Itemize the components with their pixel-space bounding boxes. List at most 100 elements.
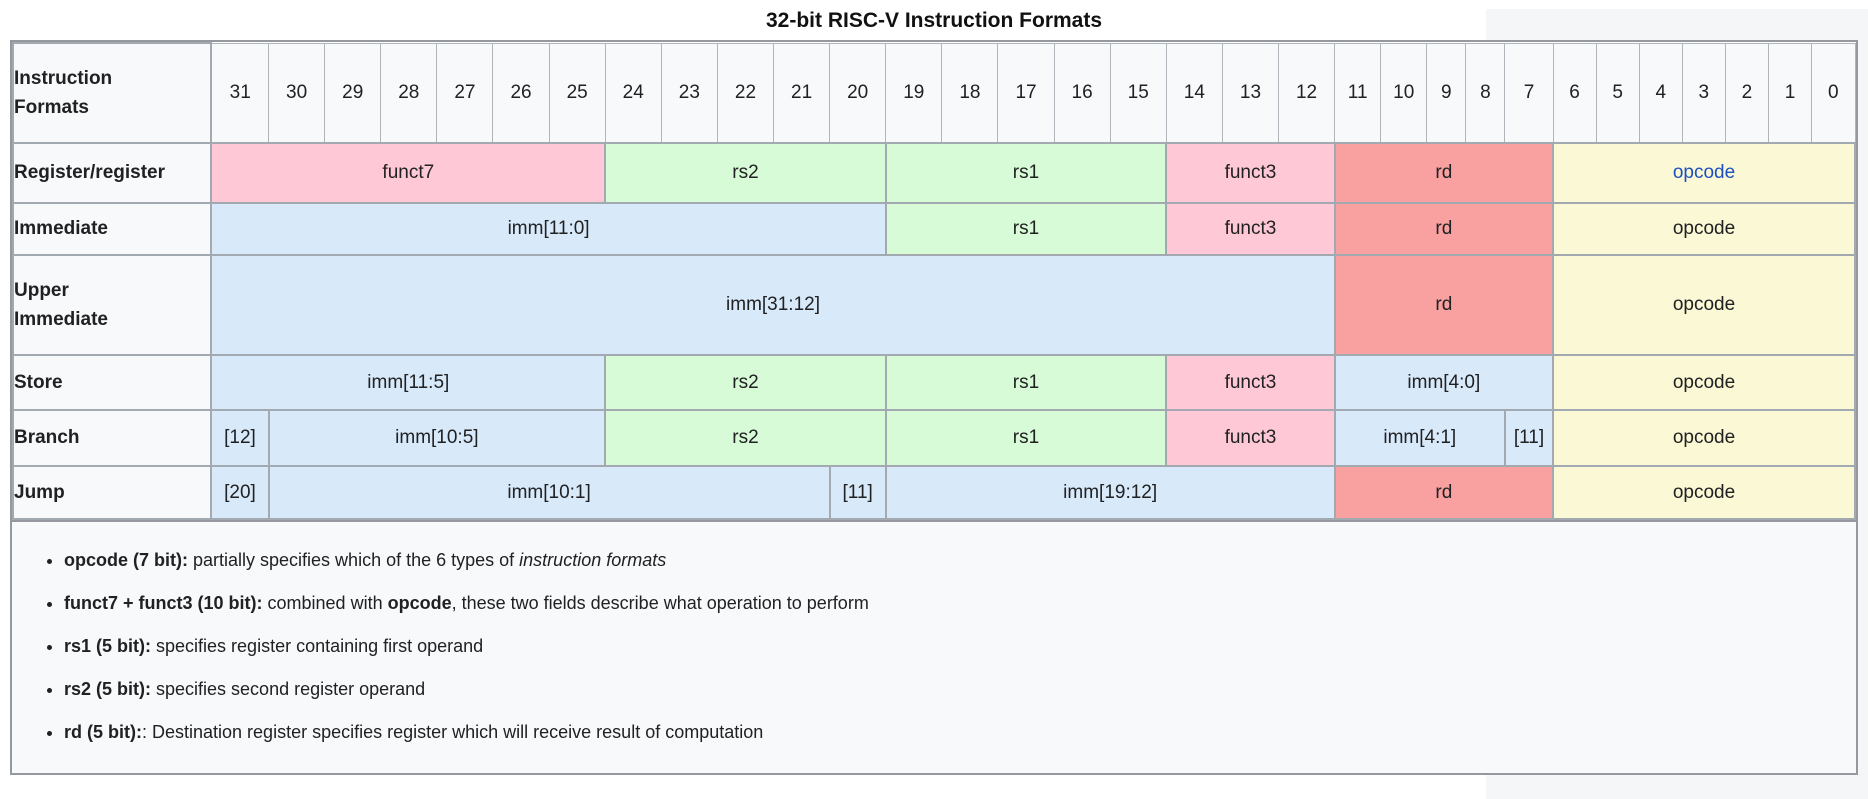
- bit-7: 7: [1504, 42, 1554, 144]
- cell-rr-funct7: funct7: [210, 142, 607, 204]
- row-immediate: Immediate imm[11:0] rs1 funct3 rd opcode: [11, 202, 1856, 256]
- cell-b-rs2: rs2: [604, 409, 887, 467]
- cell-j-imm10-1: imm[10:1]: [267, 465, 831, 520]
- bit-8: 8: [1465, 42, 1506, 144]
- row-register-register: Register/register funct7 rs2 rs1 funct3 …: [11, 142, 1856, 204]
- row-label-upper-immediate: Upper Immediate: [11, 254, 213, 356]
- bit-16: 16: [1053, 42, 1111, 144]
- note-part: opcode (7 bit):: [64, 550, 188, 570]
- note-part: rd (5 bit):: [64, 722, 142, 742]
- bit-4: 4: [1638, 42, 1683, 144]
- bit-22: 22: [716, 42, 775, 144]
- note-part: opcode: [387, 593, 452, 613]
- bit-5: 5: [1595, 42, 1640, 144]
- note-part: partially specifies which of the 6 types…: [188, 550, 520, 570]
- row-label-immediate: Immediate: [11, 202, 213, 256]
- bit-3: 3: [1681, 42, 1726, 144]
- cell-s-imm4-0: imm[4:0]: [1333, 354, 1555, 411]
- corner-header: Instruction Formats: [11, 42, 213, 144]
- page-title: 32-bit RISC-V Instruction Formats: [765, 9, 1103, 32]
- row-store: Store imm[11:5] rs2 rs1 funct3 imm[4:0] …: [11, 354, 1856, 411]
- cell-b-opcode: opcode: [1552, 409, 1856, 467]
- row-branch: Branch [12] imm[10:5] rs2 rs1 funct3 imm…: [11, 409, 1856, 467]
- cell-i-opcode: opcode: [1552, 202, 1856, 256]
- cell-b-rs1: rs1: [884, 409, 1168, 467]
- cell-i-funct3: funct3: [1165, 202, 1336, 256]
- cell-s-rs2: rs2: [604, 354, 887, 411]
- instruction-format-table: Instruction Formats 31 30 29 28 27 26 25…: [11, 42, 1856, 520]
- cell-rr-opcode: opcode: [1552, 142, 1856, 204]
- bit-29: 29: [324, 42, 382, 144]
- cell-i-imm11-0: imm[11:0]: [210, 202, 887, 256]
- cell-j-opcode: opcode: [1552, 465, 1856, 520]
- note-part: , these two fields describe what operati…: [451, 593, 869, 613]
- row-jump: Jump [20] imm[10:1] [11] imm[19:12] rd o…: [11, 465, 1856, 520]
- cell-rr-rs1: rs1: [884, 142, 1168, 204]
- note-opcode: opcode (7 bit): partially specifies whic…: [64, 548, 1816, 573]
- note-part: funct7 + funct3 (10 bit):: [64, 593, 263, 613]
- bit-18: 18: [941, 42, 999, 144]
- cell-rr-rd: rd: [1333, 142, 1555, 204]
- bit-27: 27: [436, 42, 494, 144]
- cell-u-imm31-12: imm[31:12]: [210, 254, 1336, 356]
- bit-10: 10: [1380, 42, 1428, 144]
- bit-15: 15: [1109, 42, 1167, 144]
- field-notes: opcode (7 bit): partially specifies whic…: [12, 520, 1856, 773]
- cell-j-imm20: [20]: [210, 465, 270, 520]
- cell-s-imm11-5: imm[11:5]: [210, 354, 607, 411]
- bit-23: 23: [660, 42, 718, 144]
- note-part: specifies second register operand: [151, 679, 426, 699]
- bit-9: 9: [1426, 42, 1467, 144]
- cell-b-imm4-1: imm[4:1]: [1333, 409, 1506, 467]
- bit-1: 1: [1767, 42, 1813, 144]
- bit-6: 6: [1552, 42, 1597, 144]
- bit-24: 24: [604, 42, 662, 144]
- cell-j-rd: rd: [1333, 465, 1555, 520]
- instruction-format-panel: Instruction Formats 31 30 29 28 27 26 25…: [10, 40, 1858, 775]
- cell-b-funct3: funct3: [1165, 409, 1336, 467]
- cell-s-opcode: opcode: [1552, 354, 1856, 411]
- note-part: rs1 (5 bit):: [64, 636, 152, 656]
- row-label-branch: Branch: [11, 409, 213, 467]
- row-label-jump: Jump: [11, 465, 213, 520]
- bit-26: 26: [492, 42, 550, 144]
- note-part: combined with: [262, 593, 388, 613]
- cell-b-imm11: [11]: [1503, 409, 1555, 467]
- bit-14: 14: [1165, 42, 1223, 144]
- cell-u-rd: rd: [1333, 254, 1555, 356]
- bit-2: 2: [1724, 42, 1769, 144]
- bit-30: 30: [268, 42, 326, 144]
- bit-11: 11: [1334, 42, 1382, 144]
- note-part: : Destination register specifies registe…: [142, 722, 764, 742]
- bit-12: 12: [1277, 42, 1336, 144]
- cell-rr-rs2: rs2: [604, 142, 887, 204]
- bit-21: 21: [773, 42, 831, 144]
- bit-17: 17: [997, 42, 1055, 144]
- cell-s-funct3: funct3: [1165, 354, 1336, 411]
- bit-0: 0: [1811, 42, 1856, 144]
- row-label-register-register: Register/register: [11, 142, 213, 204]
- note-part: specifies register containing first oper…: [151, 636, 484, 656]
- note-funct: funct7 + funct3 (10 bit): combined with …: [64, 591, 1816, 616]
- note-part: rs2 (5 bit):: [64, 679, 152, 699]
- note-rs1: rs1 (5 bit): specifies register containi…: [64, 634, 1816, 659]
- cell-u-opcode: opcode: [1552, 254, 1856, 356]
- row-label-store: Store: [11, 354, 213, 411]
- row-upper-immediate: Upper Immediate imm[31:12] rd opcode: [11, 254, 1856, 356]
- bit-25: 25: [548, 42, 606, 144]
- bit-13: 13: [1221, 42, 1280, 144]
- bit-31: 31: [210, 42, 270, 144]
- header-row: Instruction Formats 31 30 29 28 27 26 25…: [11, 42, 1856, 144]
- cell-rr-funct3: funct3: [1165, 142, 1336, 204]
- cell-b-imm12: [12]: [210, 409, 270, 467]
- bit-28: 28: [380, 42, 438, 144]
- note-part: instruction formats: [519, 550, 667, 570]
- cell-j-imm11: [11]: [828, 465, 887, 520]
- cell-s-rs1: rs1: [884, 354, 1168, 411]
- bit-19: 19: [885, 42, 943, 144]
- page-content: 32-bit RISC-V Instruction Formats Instru…: [0, 9, 1868, 775]
- notes-list: opcode (7 bit): partially specifies whic…: [38, 548, 1816, 745]
- cell-i-rd: rd: [1333, 202, 1555, 256]
- note-rs2: rs2 (5 bit): specifies second register o…: [64, 677, 1816, 702]
- opcode-link[interactable]: opcode: [1672, 162, 1736, 183]
